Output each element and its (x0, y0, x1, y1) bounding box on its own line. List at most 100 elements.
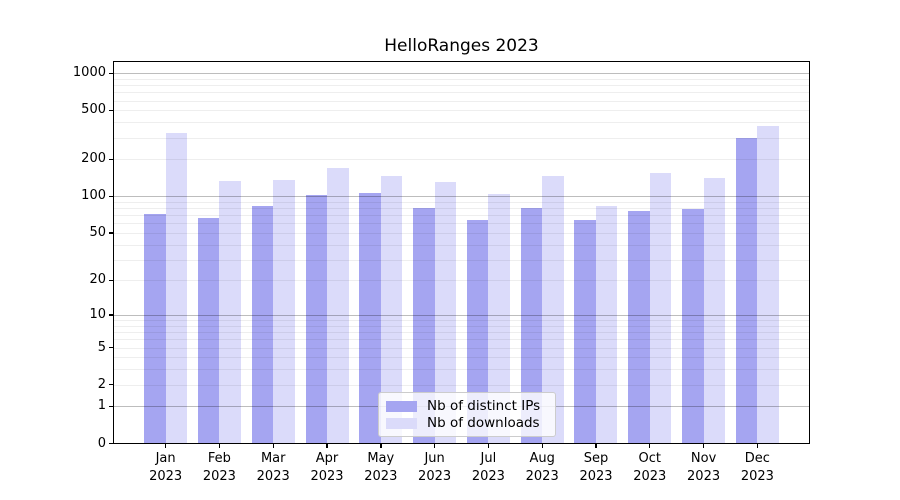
gridline-major (113, 196, 810, 198)
bar-distinct-ips-feb (197, 218, 220, 444)
x-tick-mark (756, 444, 759, 448)
x-tick-year: 2023 (633, 469, 667, 484)
x-tick-label-jun: Jun 2023 (403, 450, 467, 486)
bar-downloads-apr (327, 168, 349, 444)
gridline-minor (113, 339, 810, 341)
y-tick-mark (109, 346, 113, 349)
bar-downloads-nov (703, 177, 726, 444)
x-tick-mark (165, 444, 167, 448)
bar-downloads-aug (542, 176, 564, 444)
x-tick-year: 2023 (256, 469, 290, 484)
plot-area (113, 61, 810, 444)
x-tick-year: 2023 (149, 469, 183, 484)
x-tick-month: May (367, 451, 395, 466)
bar-downloads-jul (488, 194, 510, 444)
x-tick-year: 2023 (202, 469, 236, 484)
gridline-minor (113, 92, 810, 94)
x-tick-mark (272, 444, 274, 448)
x-tick-mark (326, 444, 328, 448)
gridline-minor (113, 208, 810, 210)
bar-distinct-ips-mar (251, 206, 274, 444)
x-tick-year: 2023 (418, 469, 452, 484)
gridline-minor (113, 369, 810, 371)
gridline-minor (113, 215, 810, 217)
x-tick-label-dec: Dec 2023 (725, 450, 789, 486)
legend: Nb of distinct IPs Nb of downloads (378, 392, 556, 437)
bar-downloads-jan (165, 132, 188, 444)
y-tick-mark (109, 232, 113, 234)
bar-distinct-ips-sep (574, 219, 596, 444)
gridline-minor (113, 320, 810, 322)
bar-downloads-feb (219, 181, 241, 444)
gridline-minor (113, 280, 810, 282)
x-tick-mark (487, 444, 490, 448)
gridline-minor (113, 137, 810, 139)
x-tick-month: Feb (207, 451, 231, 466)
gridline-minor (113, 232, 810, 234)
x-tick-month: Jan (155, 451, 176, 466)
bar-downloads-dec (757, 126, 779, 444)
x-tick-month: Nov (690, 451, 717, 466)
gridline-major (113, 315, 810, 317)
y-tick-mark (109, 195, 113, 197)
x-tick-month: Apr (315, 451, 339, 466)
y-tick-label: 10 (89, 307, 106, 323)
x-tick-label-jul: Jul 2023 (456, 450, 520, 486)
gridline-minor (113, 122, 810, 124)
x-tick-mark (649, 444, 651, 448)
gridline-minor (113, 78, 810, 80)
bar-distinct-ips-oct (628, 211, 650, 444)
bar-distinct-ips-dec (735, 137, 758, 444)
y-tick-label: 100 (81, 188, 106, 204)
x-tick-year: 2023 (687, 469, 721, 484)
bar-distinct-ips-jul (466, 219, 489, 444)
legend-label-downloads: Nb of downloads (427, 415, 540, 431)
bar-downloads-mar (273, 179, 295, 444)
gridline-minor (113, 332, 810, 334)
bar-distinct-ips-may (359, 192, 381, 444)
y-tick-label: 1 (97, 398, 106, 414)
x-tick-mark (702, 444, 705, 448)
x-tick-mark (380, 444, 382, 448)
x-tick-label-oct: Oct 2023 (618, 450, 682, 486)
y-tick-mark (109, 72, 113, 74)
x-tick-month: Oct (638, 451, 662, 466)
gridline-minor (113, 244, 810, 246)
x-tick-month: Dec (744, 451, 770, 466)
bar-distinct-ips-apr (305, 195, 327, 444)
y-tick-mark (109, 279, 113, 282)
legend-swatch-downloads (386, 417, 417, 429)
x-tick-label-aug: Aug 2023 (510, 450, 574, 486)
chart-title: HelloRanges 2023 (384, 36, 539, 56)
bar-downloads-sep (595, 206, 618, 444)
gridline-minor (113, 325, 810, 327)
bar-downloads-may (380, 175, 403, 444)
y-tick-label: 50 (89, 224, 106, 240)
y-tick-label: 500 (81, 102, 106, 118)
gridline-minor (113, 159, 810, 161)
y-tick-label: 5 (97, 339, 106, 355)
bar-downloads-jun (434, 181, 457, 444)
y-tick-label: 20 (89, 272, 106, 288)
bar-distinct-ips-nov (682, 208, 704, 444)
x-tick-label-apr: Apr 2023 (295, 450, 359, 486)
x-tick-month: Sep (583, 451, 609, 466)
y-tick-label: 2 (97, 376, 106, 392)
y-tick-mark (109, 109, 113, 112)
x-tick-mark (595, 444, 597, 448)
x-tick-month: Jun (424, 451, 445, 466)
y-tick-mark (109, 384, 113, 386)
x-tick-label-nov: Nov 2023 (672, 450, 736, 486)
legend-entry-downloads: Nb of downloads (385, 415, 549, 432)
bar-distinct-ips-jan (144, 213, 166, 444)
bar-distinct-ips-aug (520, 208, 543, 444)
x-tick-year: 2023 (471, 469, 505, 484)
x-tick-month: Mar (260, 451, 286, 466)
x-tick-year: 2023 (310, 469, 344, 484)
gridline-minor (113, 201, 810, 203)
legend-swatch-distinct-ips (386, 400, 417, 412)
x-tick-year: 2023 (740, 469, 774, 484)
x-tick-label-feb: Feb 2023 (187, 450, 251, 486)
x-tick-year: 2023 (525, 469, 559, 484)
